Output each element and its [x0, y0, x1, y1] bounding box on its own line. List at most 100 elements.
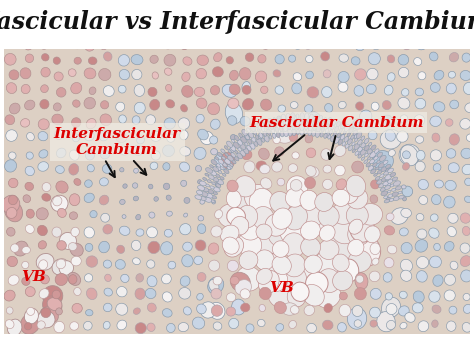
- Ellipse shape: [163, 309, 172, 317]
- Ellipse shape: [318, 121, 321, 126]
- Ellipse shape: [367, 156, 371, 160]
- Ellipse shape: [224, 237, 244, 257]
- Ellipse shape: [10, 36, 18, 44]
- Ellipse shape: [313, 125, 316, 130]
- Ellipse shape: [90, 211, 97, 218]
- Ellipse shape: [358, 154, 362, 158]
- Ellipse shape: [337, 183, 359, 204]
- Ellipse shape: [401, 185, 406, 189]
- Ellipse shape: [232, 140, 235, 143]
- Ellipse shape: [259, 121, 264, 127]
- Ellipse shape: [346, 144, 349, 148]
- Ellipse shape: [7, 319, 22, 336]
- Ellipse shape: [212, 200, 216, 204]
- Ellipse shape: [272, 255, 292, 275]
- Ellipse shape: [249, 236, 279, 264]
- Ellipse shape: [391, 208, 408, 224]
- Ellipse shape: [325, 128, 328, 133]
- Ellipse shape: [195, 240, 206, 251]
- Ellipse shape: [416, 150, 425, 160]
- Ellipse shape: [429, 228, 439, 238]
- Ellipse shape: [57, 241, 66, 250]
- Ellipse shape: [25, 54, 34, 63]
- Ellipse shape: [432, 133, 440, 142]
- Ellipse shape: [347, 239, 364, 256]
- Ellipse shape: [150, 162, 158, 170]
- Ellipse shape: [250, 124, 255, 131]
- Ellipse shape: [356, 102, 364, 110]
- Ellipse shape: [103, 303, 112, 312]
- Ellipse shape: [305, 124, 308, 129]
- Ellipse shape: [276, 324, 283, 331]
- Ellipse shape: [261, 99, 272, 110]
- Ellipse shape: [284, 254, 306, 277]
- Ellipse shape: [307, 87, 319, 98]
- Ellipse shape: [288, 125, 291, 130]
- Ellipse shape: [216, 174, 220, 177]
- Ellipse shape: [399, 306, 409, 316]
- Ellipse shape: [197, 55, 209, 65]
- Ellipse shape: [200, 200, 205, 204]
- Ellipse shape: [461, 270, 472, 282]
- Ellipse shape: [154, 196, 158, 201]
- Ellipse shape: [387, 55, 395, 63]
- Ellipse shape: [258, 253, 283, 274]
- Ellipse shape: [182, 242, 192, 251]
- Ellipse shape: [356, 275, 364, 283]
- Ellipse shape: [365, 153, 368, 157]
- Ellipse shape: [305, 120, 308, 124]
- Ellipse shape: [401, 243, 412, 254]
- Ellipse shape: [183, 213, 188, 217]
- Ellipse shape: [291, 306, 299, 314]
- Ellipse shape: [322, 87, 332, 97]
- Ellipse shape: [208, 103, 219, 115]
- Ellipse shape: [39, 260, 47, 270]
- Ellipse shape: [382, 178, 387, 182]
- Ellipse shape: [273, 136, 280, 144]
- Ellipse shape: [221, 149, 225, 153]
- Ellipse shape: [259, 287, 271, 300]
- Ellipse shape: [162, 274, 171, 284]
- Ellipse shape: [164, 183, 170, 190]
- Ellipse shape: [257, 129, 260, 132]
- Ellipse shape: [323, 70, 331, 78]
- Ellipse shape: [242, 129, 247, 136]
- Ellipse shape: [220, 167, 224, 170]
- Ellipse shape: [291, 113, 295, 120]
- Ellipse shape: [117, 245, 125, 253]
- Ellipse shape: [123, 184, 127, 188]
- Ellipse shape: [367, 149, 373, 154]
- Ellipse shape: [292, 83, 301, 94]
- Ellipse shape: [257, 138, 262, 145]
- Ellipse shape: [273, 70, 281, 77]
- Ellipse shape: [245, 142, 248, 146]
- Ellipse shape: [353, 119, 363, 129]
- Ellipse shape: [216, 166, 221, 171]
- Ellipse shape: [184, 197, 190, 203]
- Ellipse shape: [235, 150, 238, 154]
- Ellipse shape: [42, 183, 51, 191]
- Ellipse shape: [274, 122, 277, 127]
- Ellipse shape: [228, 116, 237, 125]
- Ellipse shape: [348, 220, 372, 246]
- Ellipse shape: [211, 226, 222, 237]
- Ellipse shape: [333, 131, 337, 136]
- Ellipse shape: [339, 304, 351, 317]
- Ellipse shape: [401, 38, 412, 50]
- Ellipse shape: [200, 302, 216, 318]
- Ellipse shape: [355, 273, 368, 289]
- Ellipse shape: [434, 70, 444, 80]
- Ellipse shape: [70, 322, 79, 330]
- Text: VB: VB: [269, 281, 293, 296]
- Ellipse shape: [283, 129, 288, 137]
- Ellipse shape: [242, 82, 250, 92]
- Ellipse shape: [431, 39, 438, 46]
- Ellipse shape: [198, 224, 206, 234]
- Ellipse shape: [377, 312, 395, 332]
- Ellipse shape: [133, 308, 140, 314]
- Ellipse shape: [183, 57, 192, 65]
- Ellipse shape: [243, 147, 249, 154]
- Ellipse shape: [180, 276, 190, 286]
- Ellipse shape: [355, 151, 359, 155]
- Ellipse shape: [230, 272, 250, 292]
